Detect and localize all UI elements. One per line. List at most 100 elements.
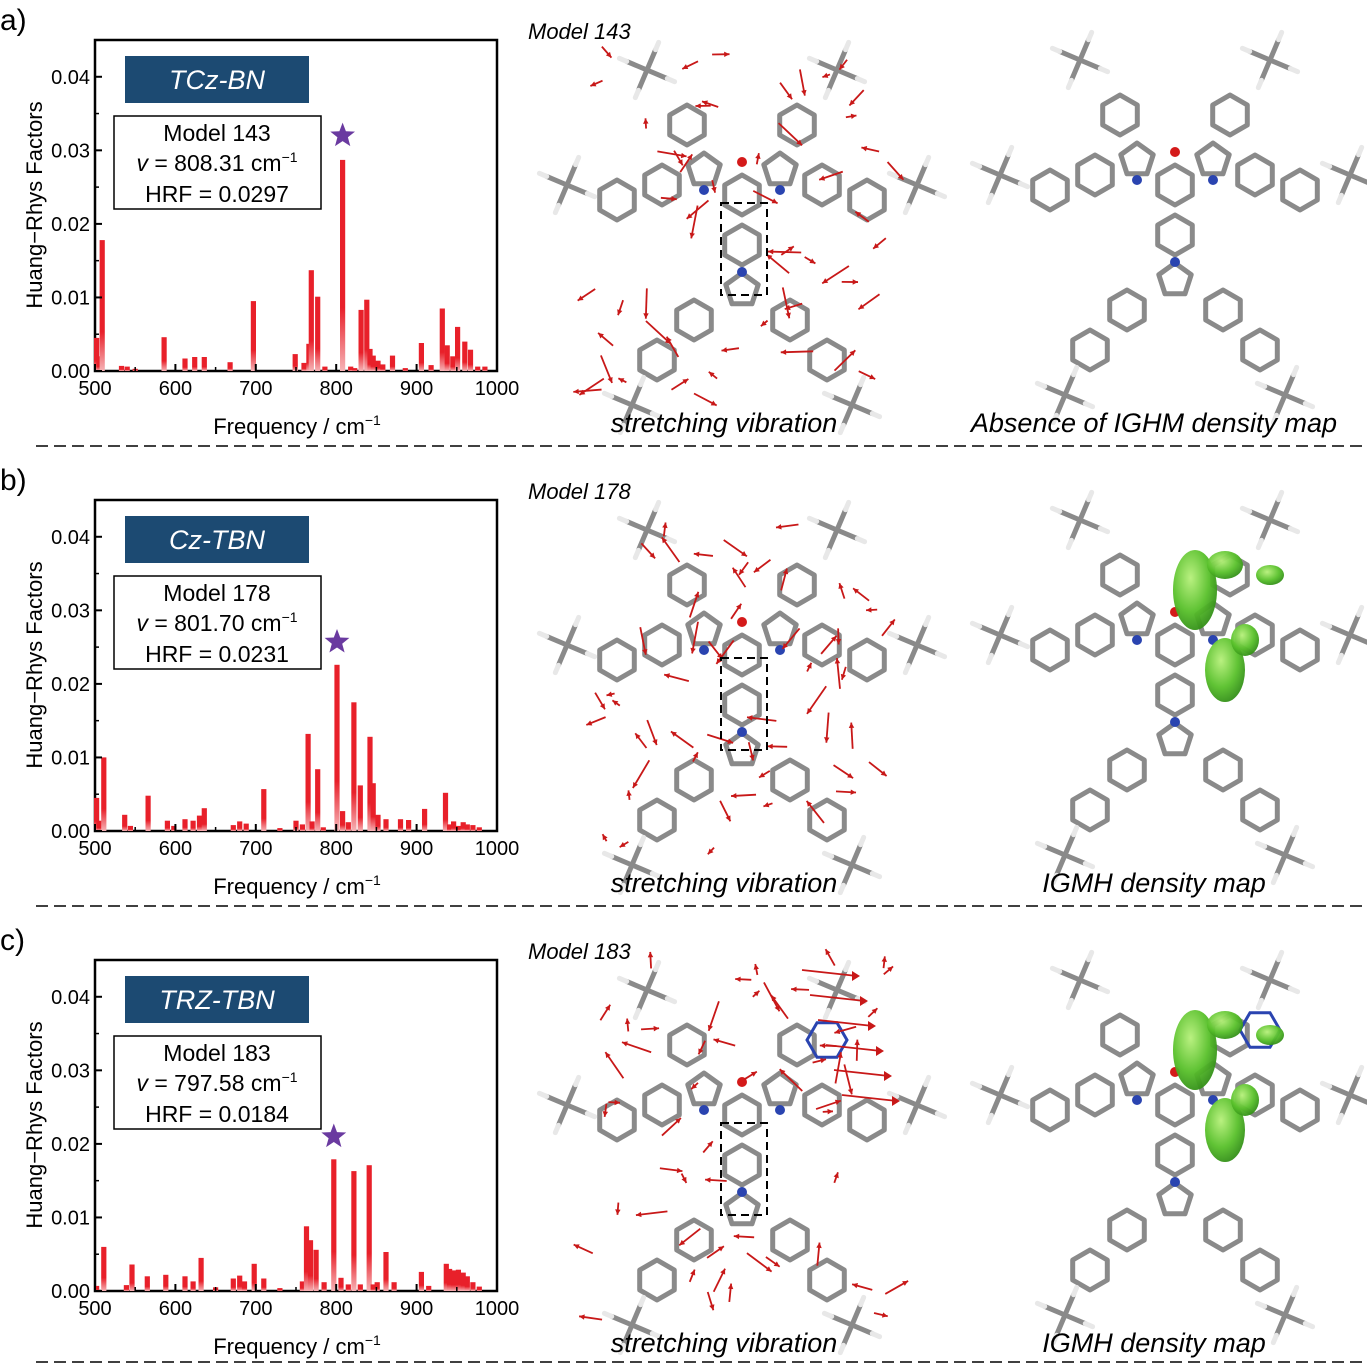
compound-label: TCz-BN bbox=[169, 65, 265, 95]
molecule-ring bbox=[1107, 747, 1147, 793]
nitrogen-atom bbox=[1170, 257, 1180, 267]
hydrogen-atom bbox=[854, 536, 868, 545]
bar bbox=[315, 769, 321, 831]
hydrogen-atom bbox=[1335, 1112, 1344, 1126]
bar bbox=[230, 825, 236, 831]
bar bbox=[101, 757, 107, 831]
arrow-head bbox=[753, 964, 759, 970]
arrow-head bbox=[782, 643, 788, 649]
bar bbox=[96, 820, 102, 831]
bar bbox=[451, 821, 457, 831]
nitrogen-atom bbox=[1170, 1177, 1180, 1187]
bar bbox=[450, 356, 456, 371]
bar bbox=[101, 1246, 107, 1291]
arrow-head bbox=[834, 658, 841, 664]
hydrogen-atom bbox=[1050, 1332, 1059, 1346]
x-tick-label: 500 bbox=[78, 378, 111, 400]
molecule-ring bbox=[1210, 92, 1250, 138]
arrow-head bbox=[652, 739, 658, 746]
tert-butyl-bond bbox=[849, 862, 875, 877]
hydrogen-atom bbox=[664, 76, 678, 85]
arrow-head bbox=[889, 619, 895, 626]
arrow-head bbox=[649, 552, 656, 559]
tert-butyl-bond bbox=[620, 1322, 635, 1348]
molecule-ring bbox=[667, 1022, 707, 1068]
info-hrf: HRF = 0.0297 bbox=[145, 181, 289, 207]
arrow-head bbox=[690, 647, 696, 654]
displacement-arrow bbox=[632, 759, 651, 789]
compound-label: TRZ-TBN bbox=[159, 985, 275, 1015]
arrow-head bbox=[661, 537, 668, 544]
tert-butyl-bond bbox=[1267, 497, 1282, 523]
hydrogen-atom bbox=[1017, 181, 1031, 190]
bar bbox=[118, 365, 125, 371]
arrow-head bbox=[806, 707, 813, 714]
hydrogen-atom bbox=[1050, 412, 1059, 426]
arrow-head bbox=[686, 154, 693, 161]
arrow-head bbox=[598, 332, 604, 339]
bar bbox=[227, 362, 233, 371]
hydrogen-atom bbox=[1255, 77, 1264, 91]
arrow-head bbox=[852, 1283, 859, 1289]
molecule-ring bbox=[770, 1217, 810, 1263]
compound-label-box bbox=[125, 56, 309, 103]
hydrogen-atom bbox=[1034, 840, 1048, 849]
tert-butyl-bond bbox=[825, 527, 840, 553]
arrow-head bbox=[707, 1024, 713, 1031]
hydrogen-atom bbox=[1287, 986, 1301, 995]
arrow-head bbox=[642, 648, 648, 655]
molecule-ring bbox=[777, 1022, 817, 1068]
info-frequency: v = 797.58 cm−1 bbox=[136, 1069, 297, 1096]
arrow-head bbox=[830, 635, 837, 642]
arrow-head bbox=[819, 1042, 826, 1049]
arrow-head bbox=[779, 1069, 786, 1075]
arrow-head bbox=[861, 146, 868, 152]
x-tick-label: 700 bbox=[239, 378, 272, 400]
compound-label: Cz-TBN bbox=[169, 525, 265, 555]
hydrogen-atom bbox=[1097, 986, 1111, 995]
displacement-arrow bbox=[809, 994, 866, 1002]
tert-butyl-bond bbox=[834, 507, 849, 533]
arrow-head bbox=[902, 1280, 909, 1286]
molecule-ring bbox=[1070, 1247, 1110, 1293]
arrow-head bbox=[707, 1141, 713, 1148]
hydrogen-atom bbox=[632, 1007, 641, 1021]
arrow-head bbox=[840, 673, 847, 680]
displacement-arrow bbox=[690, 205, 699, 239]
y-axis-label: Huang−Rhys Factors bbox=[22, 561, 47, 768]
hydrogen-atom bbox=[806, 55, 820, 64]
arrow-head bbox=[897, 173, 904, 180]
arrow-head bbox=[679, 1239, 686, 1246]
molecule-ring bbox=[1107, 1207, 1147, 1253]
tert-butyl-bond bbox=[544, 633, 570, 648]
density-blob bbox=[1205, 638, 1245, 702]
hydrogen-atom bbox=[616, 975, 630, 984]
arrow-head bbox=[884, 1071, 892, 1081]
arrow-head bbox=[690, 1269, 696, 1276]
oxygen-atom bbox=[737, 157, 747, 167]
arrow-head bbox=[881, 1312, 888, 1318]
arrow-head bbox=[727, 1283, 734, 1290]
hydrogen-atom bbox=[617, 882, 626, 896]
hydrogen-atom bbox=[616, 55, 630, 64]
hydrogen-atom bbox=[1065, 537, 1074, 551]
arrow-head bbox=[579, 389, 586, 395]
tert-butyl-bond bbox=[1062, 1292, 1077, 1318]
tert-butyl-bond bbox=[1057, 508, 1083, 523]
arrow-head bbox=[615, 1209, 621, 1215]
hydrogen-atom bbox=[632, 87, 641, 101]
molecule-ring bbox=[1155, 1082, 1195, 1128]
bar bbox=[345, 1284, 351, 1291]
arrow-head bbox=[676, 1167, 683, 1174]
hydrogen-atom bbox=[1291, 1284, 1300, 1298]
arrow-head bbox=[801, 89, 807, 96]
hydrogen-atom bbox=[1034, 1300, 1048, 1309]
tert-butyl-bond bbox=[564, 162, 579, 188]
vibration-caption: stretching vibration bbox=[611, 408, 838, 438]
arrow-head bbox=[694, 591, 700, 598]
arrow-head bbox=[643, 313, 649, 319]
bar bbox=[476, 827, 482, 831]
tert-butyl-bond bbox=[1068, 977, 1083, 1003]
tert-butyl-bond bbox=[1282, 1292, 1297, 1318]
tert-butyl-bond bbox=[644, 47, 659, 73]
